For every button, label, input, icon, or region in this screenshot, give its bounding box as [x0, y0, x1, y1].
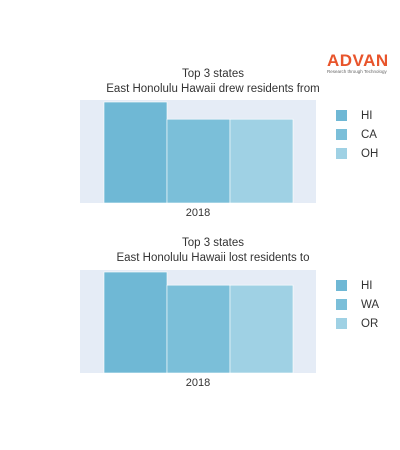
chart-1-title: Top 3 states — [181, 68, 244, 80]
legend-label-hi: HI — [361, 110, 373, 122]
bar-wa — [166, 284, 231, 374]
bar-ca — [166, 118, 231, 204]
chart-1-subtitle: East Honolulu Hawaii drew residents from — [106, 83, 320, 95]
bar-or — [229, 284, 294, 374]
logo-tagline: Research through Technology — [327, 69, 387, 74]
bar-oh — [229, 118, 294, 204]
legend-label-or: OR — [361, 318, 378, 330]
chart-2-title: Top 3 states — [181, 237, 244, 249]
legend-label-wa: WA — [361, 299, 379, 311]
legend-swatch-ca — [336, 129, 347, 140]
legend-swatch-wa — [336, 299, 347, 310]
chart-2-heading: Top 3 states East Honolulu Hawaii lost r… — [60, 236, 366, 266]
x-tick-label: 2018 — [186, 377, 210, 389]
x-tick-label: 2018 — [186, 207, 210, 219]
legend-swatch-oh — [336, 148, 347, 159]
legend-swatch-or — [336, 318, 347, 329]
legend-swatch-hi — [336, 280, 347, 291]
advan-logo: ADVAN Research through Technology — [327, 52, 397, 75]
bar-hi — [103, 271, 168, 374]
bar-hi — [103, 101, 168, 204]
legend-label-ca: CA — [361, 129, 377, 141]
chart-1-heading: Top 3 states East Honolulu Hawaii drew r… — [60, 67, 366, 97]
chart-2-lost-residents-to: HI WA OR 2018 — [80, 270, 379, 389]
logo-wordmark: ADVAN — [327, 51, 389, 70]
chart-1-drew-residents-from: HI CA OH 2018 — [80, 100, 378, 219]
chart-2-subtitle: East Honolulu Hawaii lost residents to — [116, 252, 310, 264]
legend-label-oh: OH — [361, 148, 378, 160]
legend-swatch-hi — [336, 110, 347, 121]
legend-label-hi: HI — [361, 280, 373, 292]
